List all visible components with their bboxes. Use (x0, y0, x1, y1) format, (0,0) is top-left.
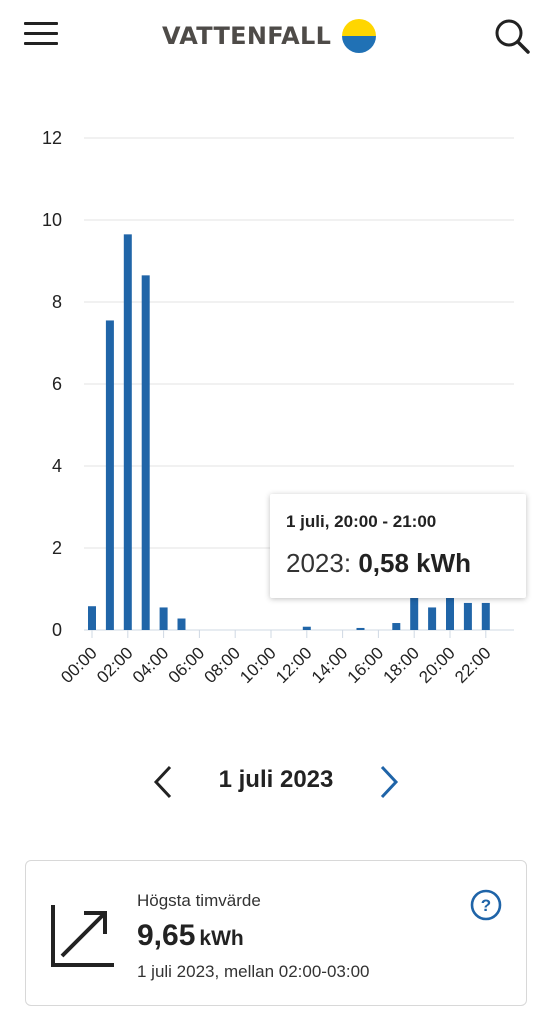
chart-bar[interactable] (159, 607, 168, 630)
card-label: Högsta timvärde (137, 891, 261, 910)
bar-chart-svg: 02468101200:0002:0004:0006:0008:0010:001… (42, 128, 514, 687)
vattenfall-logo[interactable]: VATTENFALL (162, 16, 377, 56)
y-tick-label: 2 (52, 538, 62, 558)
chart-bar[interactable] (105, 320, 114, 630)
y-tick-label: 6 (52, 374, 62, 394)
trend-up-arrow-icon (51, 905, 114, 967)
date-navigation: 1 juli 2023 (0, 756, 553, 806)
chevron-left-icon[interactable] (150, 764, 176, 800)
chart-bar[interactable] (141, 275, 150, 630)
x-tick-label: 10:00 (236, 643, 280, 687)
x-tick-label: 04:00 (129, 643, 173, 687)
current-date: 1 juli 2023 (218, 766, 334, 793)
logo-text: VATTENFALL (162, 22, 332, 50)
chart-bar[interactable] (463, 602, 472, 630)
y-tick-label: 10 (42, 210, 62, 230)
search-icon[interactable] (492, 16, 532, 56)
chart-bar[interactable] (392, 623, 401, 630)
x-tick-label: 20:00 (415, 643, 459, 687)
tooltip-title: 1 juli, 20:00 - 21:00 (286, 512, 437, 531)
logo-mark-icon (342, 19, 377, 53)
x-tick-label: 16:00 (344, 643, 388, 687)
chart-bar[interactable] (410, 598, 419, 630)
x-tick-label: 14:00 (308, 643, 352, 687)
x-tick-label: 08:00 (201, 643, 245, 687)
chart-bar[interactable] (123, 234, 132, 630)
svg-text:?: ? (481, 896, 491, 915)
y-tick-label: 4 (52, 456, 62, 476)
card-value: 9,65 kWh (137, 919, 244, 953)
chart-bar[interactable] (88, 606, 96, 630)
x-tick-label: 18:00 (380, 643, 424, 687)
chart-bar[interactable] (177, 618, 186, 630)
hourly-consumption-chart: 0 2 4 6 8 10 12 00:00 02:00 04:00 06:00 08:00 10:00 1… (0, 110, 553, 750)
peak-value: 9,65 (137, 919, 196, 952)
y-tick-label: 12 (42, 128, 62, 148)
tooltip-series-label: 2023: (286, 548, 352, 578)
x-tick-label: 22:00 (451, 643, 495, 687)
x-tick-label: 12:00 (272, 643, 316, 687)
chart-bar[interactable] (446, 598, 454, 630)
chevron-right-icon[interactable] (376, 764, 402, 800)
x-tick-label: 02:00 (93, 643, 137, 687)
chart-bar[interactable] (356, 627, 365, 630)
chart-bar[interactable] (481, 602, 490, 630)
peak-hour-card: Högsta timvärde 9,65 kWh 1 juli 2023, mel… (25, 860, 527, 1006)
help-circle-icon[interactable]: ? (470, 889, 502, 921)
y-tick-label: 8 (52, 292, 62, 312)
x-tick-label: 00:00 (57, 643, 101, 687)
tooltip-amount: 0,58 kWh (358, 548, 472, 578)
tooltip-value: 2023: 0,58 kWh (286, 548, 471, 579)
chart-bar[interactable] (428, 607, 437, 630)
chart-bar[interactable] (302, 626, 311, 630)
chart-tooltip: 1 juli, 20:00 - 21:00 2023: 0,58 kWh (270, 494, 526, 598)
y-tick-label: 0 (52, 620, 62, 640)
x-tick-label: 06:00 (165, 643, 209, 687)
card-subtext: 1 juli 2023, mellan 02:00-03:00 (137, 962, 370, 981)
top-bar: VATTENFALL (0, 0, 553, 72)
hamburger-menu-icon[interactable] (24, 20, 60, 48)
peak-unit: kWh (199, 927, 244, 950)
